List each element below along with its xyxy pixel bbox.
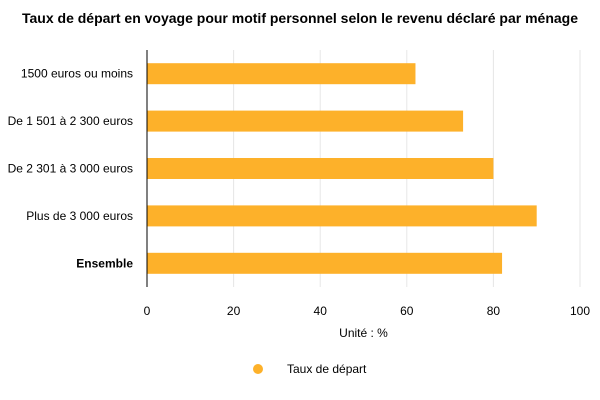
legend-marker-icon: [253, 364, 263, 374]
legend: Taux de départ: [0, 360, 600, 380]
bar[interactable]: [147, 110, 464, 132]
bar[interactable]: [147, 63, 416, 85]
bar[interactable]: [147, 158, 494, 179]
bar[interactable]: [147, 252, 503, 274]
x-tick-label: 60: [400, 304, 414, 318]
x-tick-label: 80: [487, 304, 501, 318]
x-tick-label: 0: [144, 304, 151, 318]
x-axis-title: Unité : %: [339, 326, 388, 340]
x-tick-label: 40: [314, 304, 328, 318]
bars: [147, 63, 537, 274]
labels: 0 20 40 60 80 100 1500 euros ou moins De 1 501 …: [8, 67, 591, 340]
category-label: De 1 501 à 2 300 euros: [8, 114, 133, 128]
chart-title: Taux de départ en voyage pour motif pers…: [21, 10, 578, 26]
legend-label: Taux de départ: [287, 362, 367, 376]
category-label: De 2 301 à 3 000 euros: [8, 162, 133, 176]
x-tick-label: 100: [570, 304, 590, 318]
category-label: Plus de 3 000 euros: [26, 209, 133, 223]
x-tick-label: 20: [227, 304, 241, 318]
category-label: Ensemble: [76, 256, 133, 270]
category-label: 1500 euros ou moins: [21, 67, 133, 81]
legend-item[interactable]: Taux de départ: [253, 362, 366, 376]
bar[interactable]: [147, 205, 537, 227]
